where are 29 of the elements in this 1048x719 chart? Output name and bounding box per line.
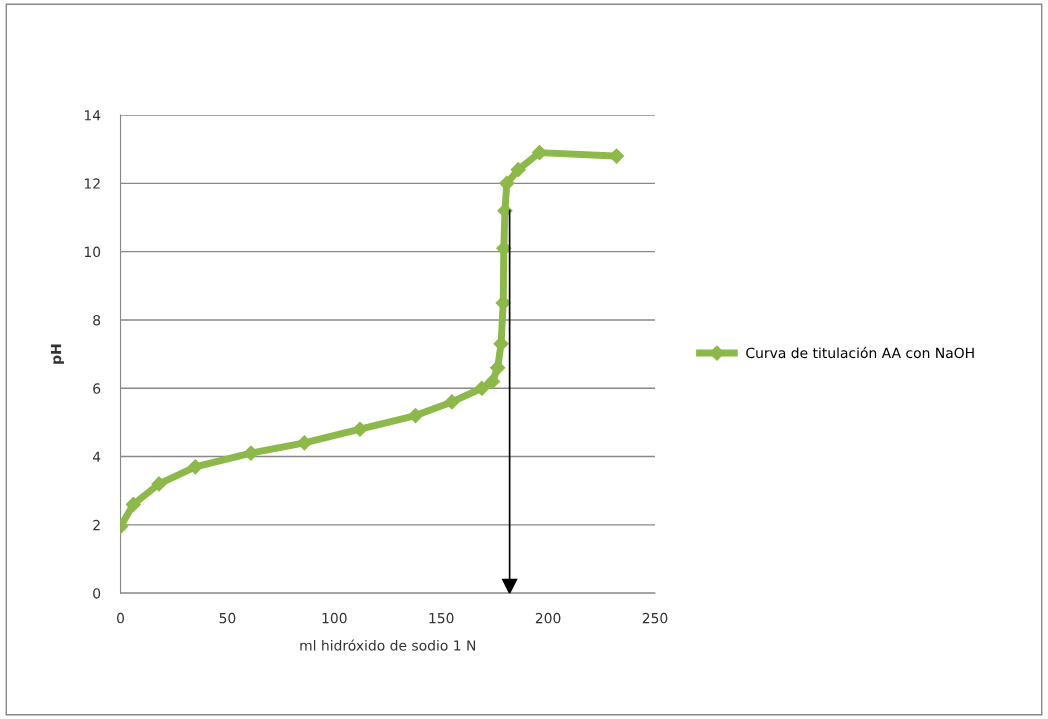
- point: [407, 408, 424, 424]
- x-tick-label: 250: [642, 612, 668, 624]
- y-tick-label: 6: [93, 383, 101, 394]
- point: [510, 162, 526, 178]
- x-tick-label: 200: [535, 612, 561, 624]
- x-axis-title: ml hidróxido de sodio 1 N: [300, 639, 476, 651]
- x-tick-label: 0: [117, 612, 125, 624]
- point: [125, 496, 141, 512]
- point: [484, 373, 501, 389]
- y-tick-label: 14: [84, 110, 101, 121]
- point: [187, 459, 203, 475]
- point: [352, 421, 368, 437]
- point: [243, 445, 259, 461]
- point: [151, 476, 167, 492]
- legend-label: Curva de titulación AA con NaOH: [746, 346, 974, 359]
- point: [444, 394, 460, 410]
- point: [490, 360, 506, 376]
- x-tick-label: 150: [429, 612, 454, 624]
- x-tick-label: 50: [219, 612, 236, 624]
- y-axis-title: pH: [50, 344, 64, 364]
- y-tick-label: 2: [93, 519, 100, 531]
- point: [474, 380, 490, 396]
- y-tick-label: 4: [92, 451, 101, 462]
- point: [296, 435, 312, 451]
- y-tick-label: 0: [93, 588, 101, 599]
- y-tick-label: 8: [93, 314, 101, 326]
- x-tick-label: 100: [322, 612, 347, 624]
- y-tick-label: 12: [84, 178, 100, 189]
- y-tick-label: 10: [84, 246, 101, 258]
